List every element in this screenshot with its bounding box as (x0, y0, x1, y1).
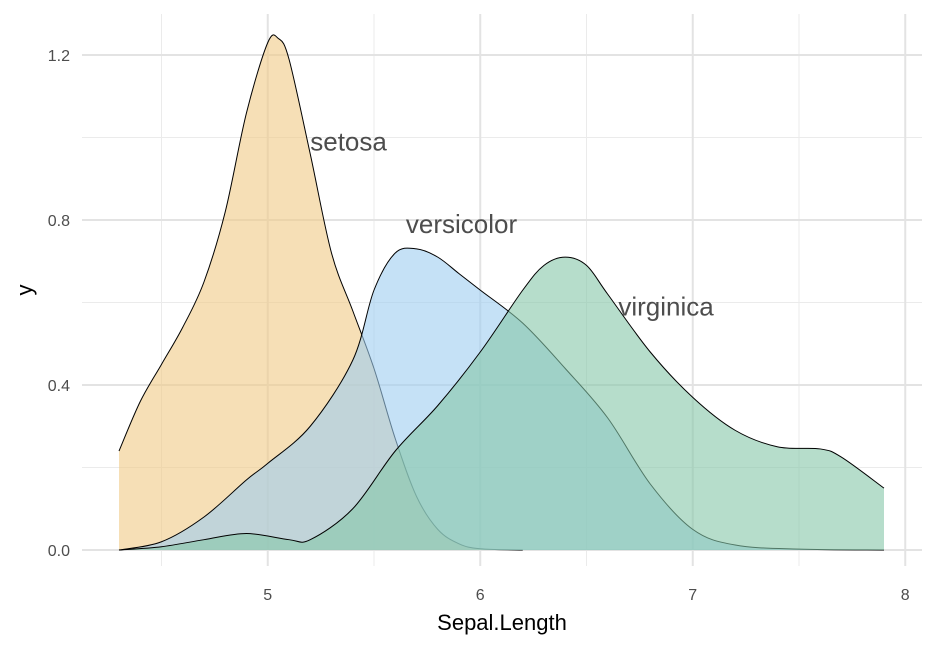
x-axis-title: Sepal.Length (437, 610, 567, 635)
y-tick-label: 0.4 (48, 378, 70, 395)
axis-ticks: 5 6 7 8 0.0 0.4 0.8 1.2 (48, 48, 910, 604)
y-tick-label: 0.8 (48, 213, 70, 230)
x-tick-label: 7 (688, 587, 697, 604)
x-tick-label: 8 (901, 587, 910, 604)
series-label-virginica: virginica (618, 292, 714, 322)
density-area-virginica (119, 257, 884, 550)
density-area-setosa (119, 34, 523, 550)
density-line-virginica (118, 256, 885, 551)
y-tick-label: 1.2 (48, 48, 70, 65)
x-tick-label: 5 (263, 587, 272, 604)
y-tick-label: 0.0 (48, 543, 70, 560)
y-axis-title: y (12, 285, 37, 296)
density-areas (118, 34, 885, 551)
x-tick-label: 6 (476, 587, 485, 604)
series-labels: setosa versicolor virginica (310, 127, 714, 322)
series-label-setosa: setosa (310, 127, 387, 157)
series-label-versicolor: versicolor (406, 209, 518, 239)
